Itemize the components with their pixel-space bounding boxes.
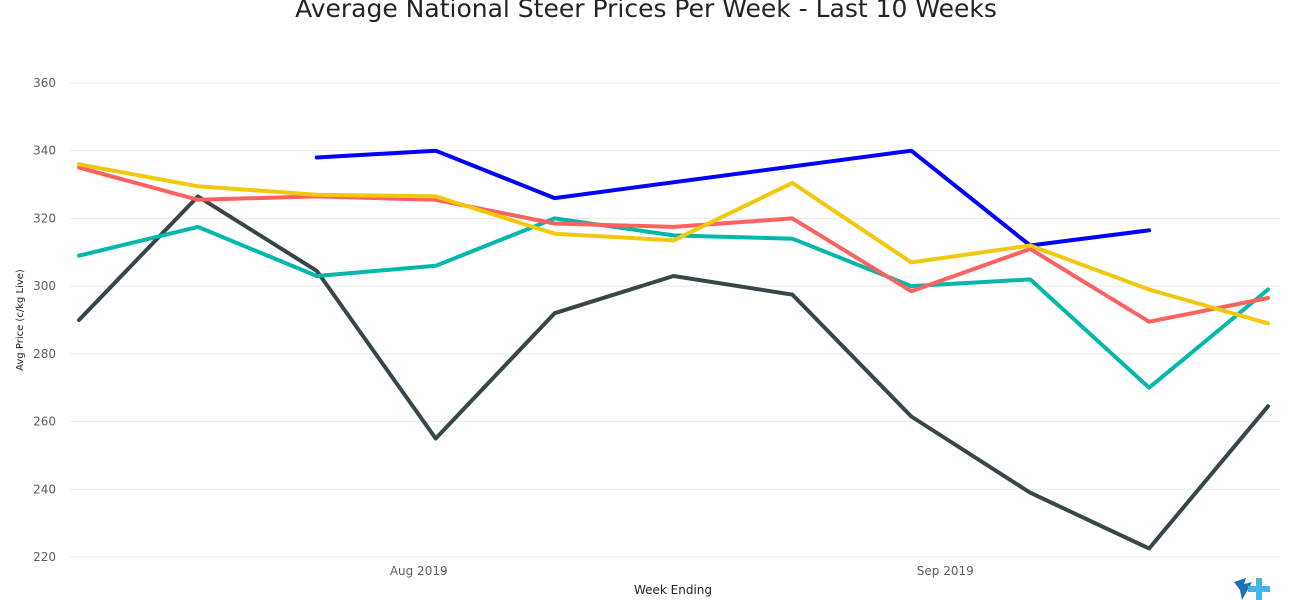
gridlines [70, 82, 1280, 558]
y-tick-label: 240 [33, 482, 56, 496]
series-line-4 [77, 165, 1270, 324]
y-tick-label: 220 [33, 550, 56, 564]
x-axis-ticks: Aug 2019 Sep 2019 [390, 564, 974, 578]
series-line-3 [77, 216, 1270, 390]
series-lines [77, 148, 1270, 551]
x-axis-label: Week Ending [634, 583, 712, 597]
y-axis-ticks: 220 240 260 280 300 320 340 360 [33, 76, 56, 564]
y-axis-label: Avg Price (c/kg Live) [15, 269, 26, 371]
series-line-1 [314, 148, 1152, 248]
chart-title: Average National Steer Prices Per Week -… [295, 0, 997, 23]
y-tick-label: 260 [33, 415, 56, 429]
y-tick-label: 320 [33, 211, 56, 225]
brand-logo-icon [1234, 578, 1270, 600]
y-tick-label: 360 [33, 76, 56, 90]
x-tick-label: Aug 2019 [390, 564, 448, 578]
x-tick-label: Sep 2019 [917, 564, 974, 578]
y-tick-label: 340 [33, 144, 56, 158]
y-tick-label: 280 [33, 347, 56, 361]
y-tick-label: 300 [33, 279, 56, 293]
series-line-5 [77, 162, 1270, 326]
series-line-2 [77, 194, 1270, 551]
